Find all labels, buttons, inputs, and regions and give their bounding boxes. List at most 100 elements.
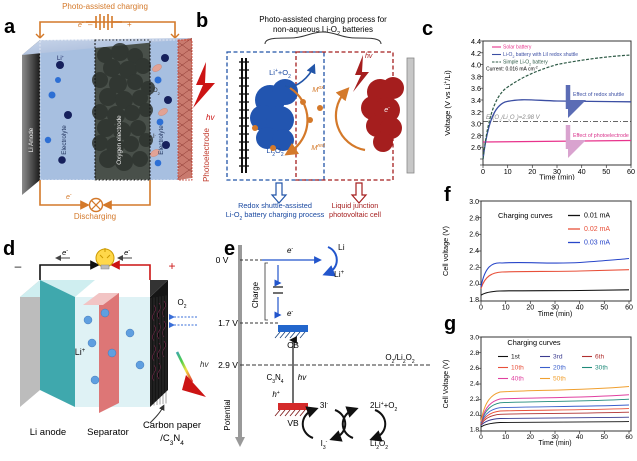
svg-text:photovoltaic cell: photovoltaic cell	[329, 210, 381, 219]
svg-text:C3N4: C3N4	[266, 373, 283, 385]
svg-text:Time (min): Time (min)	[538, 309, 573, 318]
svg-text:1.8: 1.8	[470, 427, 479, 434]
svg-text:Effect of redox shuttle: Effect of redox shuttle	[573, 92, 624, 98]
svg-text:Cell Voltage (V): Cell Voltage (V)	[443, 360, 450, 409]
svg-text:Redox shuttle-assisted: Redox shuttle-assisted	[238, 201, 312, 210]
svg-text:0 V: 0 V	[216, 255, 229, 265]
svg-text:Time (min): Time (min)	[538, 440, 571, 447]
svg-text:Charging curves: Charging curves	[498, 211, 553, 220]
svg-text:Li Anode: Li Anode	[28, 127, 35, 152]
svg-text:Effect of photoelectrode: Effect of photoelectrode	[573, 133, 629, 139]
svg-text:0.03 mA: 0.03 mA	[584, 240, 610, 247]
svg-text:Li anode: Li anode	[30, 427, 66, 438]
svg-text:0.02 mA: 0.02 mA	[584, 226, 610, 233]
svg-text:non-aqueous Li-O2 batteries: non-aqueous Li-O2 batteries	[273, 25, 373, 37]
svg-text:Li+: Li+	[334, 269, 345, 279]
svg-text:Li2O2: Li2O2	[370, 439, 388, 451]
svg-text:3.8: 3.8	[471, 72, 481, 81]
svg-text:2.2: 2.2	[469, 264, 479, 271]
svg-text:2.6: 2.6	[471, 143, 481, 152]
svg-text:Cell voltage (V): Cell voltage (V)	[441, 226, 450, 276]
svg-text:3.2: 3.2	[471, 108, 481, 117]
svg-text:2.0: 2.0	[469, 281, 479, 288]
svg-text:Time (min): Time (min)	[539, 173, 575, 181]
svg-text:2.9 V: 2.9 V	[218, 360, 238, 370]
svg-text:50: 50	[600, 305, 608, 312]
svg-text:2.0: 2.0	[470, 411, 479, 418]
svg-text:Mred: Mred	[311, 143, 325, 152]
svg-text:50th: 50th	[553, 376, 566, 383]
svg-text:Liquid junction: Liquid junction	[332, 201, 379, 210]
svg-text:e-: e-	[287, 246, 293, 255]
svg-text:e-: e-	[66, 192, 72, 201]
svg-text:60: 60	[627, 167, 635, 176]
svg-text:1st: 1st	[511, 354, 520, 361]
svg-text:60: 60	[625, 305, 633, 312]
svg-text:0.01 mA: 0.01 mA	[584, 213, 610, 220]
svg-text:60: 60	[625, 434, 633, 441]
svg-text:Electrolyte: Electrolyte	[61, 125, 68, 155]
svg-text:3rd: 3rd	[553, 354, 563, 361]
svg-text:3.6: 3.6	[471, 84, 481, 93]
svg-text:10: 10	[504, 167, 512, 176]
svg-text:4.4: 4.4	[471, 37, 481, 46]
svg-text:10: 10	[502, 305, 510, 312]
svg-text:0: 0	[479, 434, 483, 441]
svg-text:hv: hv	[206, 113, 215, 122]
svg-text:Oxygen electrode: Oxygen electrode	[116, 115, 123, 165]
svg-text:Voltage (V vs Li+/Li): Voltage (V vs Li+/Li)	[443, 70, 452, 136]
svg-text:VB: VB	[287, 418, 299, 428]
svg-text:2.8: 2.8	[470, 350, 479, 357]
svg-text:Solar battery: Solar battery	[503, 45, 532, 51]
svg-text:+: +	[127, 20, 132, 29]
svg-text:–: –	[15, 259, 22, 273]
svg-text:e-: e-	[124, 248, 130, 257]
svg-text:40: 40	[578, 167, 586, 176]
svg-text:3I-: 3I-	[320, 401, 329, 410]
svg-text:e-: e-	[287, 309, 293, 318]
svg-text:Current: 0.016 mA cm-2: Current: 0.016 mA cm-2	[486, 66, 538, 73]
svg-text:2.8: 2.8	[469, 215, 479, 222]
svg-text:3.0: 3.0	[470, 335, 479, 342]
svg-text:4.2: 4.2	[471, 49, 481, 58]
svg-text:O2: O2	[177, 298, 186, 310]
svg-text:Mox: Mox	[312, 85, 324, 94]
svg-text:Photoelectrode: Photoelectrode	[202, 128, 211, 182]
svg-text:Charge: Charge	[251, 281, 260, 308]
svg-text:1.8: 1.8	[469, 297, 479, 304]
svg-text:e-: e-	[78, 20, 84, 29]
svg-text:2Li++O2: 2Li++O2	[370, 401, 398, 413]
svg-text:20: 20	[527, 434, 535, 441]
svg-text:10: 10	[502, 434, 510, 441]
svg-text:Photo-assisted charging proces: Photo-assisted charging process for	[259, 15, 387, 24]
svg-text:+: +	[168, 259, 175, 273]
svg-text:20th: 20th	[553, 365, 566, 372]
svg-text:2.4: 2.4	[469, 248, 479, 255]
svg-text:Charging curves: Charging curves	[507, 338, 560, 347]
svg-text:Electrolyte: Electrolyte	[158, 125, 165, 155]
svg-text:50: 50	[602, 167, 610, 176]
svg-text:I3-: I3-	[321, 439, 328, 451]
svg-text:2.8: 2.8	[471, 131, 481, 140]
svg-text:/C3N4: /C3N4	[160, 433, 184, 447]
svg-text:40: 40	[576, 434, 584, 441]
svg-text:3.4: 3.4	[471, 96, 481, 105]
svg-text:2.6: 2.6	[469, 232, 479, 239]
svg-text:50: 50	[601, 434, 609, 441]
svg-text:Separator: Separator	[87, 427, 129, 438]
svg-text:4.0: 4.0	[471, 61, 481, 70]
svg-text:Li-O2 battery with LiI redox s: Li-O2 battery with LiI redox shuttle	[503, 52, 578, 59]
svg-text:40: 40	[576, 305, 584, 312]
svg-text:–: –	[88, 20, 93, 29]
svg-text:O2/Li2O2: O2/Li2O2	[385, 353, 414, 365]
svg-text:10th: 10th	[511, 365, 524, 372]
svg-text:2.4: 2.4	[470, 381, 479, 388]
svg-text:Li-O2 battery charging process: Li-O2 battery charging process	[226, 210, 325, 222]
svg-text:2.6: 2.6	[470, 365, 479, 372]
svg-text:Carbon paper: Carbon paper	[143, 420, 201, 431]
svg-text:3.0: 3.0	[469, 199, 479, 206]
svg-text:0: 0	[479, 305, 483, 312]
svg-text:40th: 40th	[511, 376, 524, 383]
svg-text:0: 0	[481, 167, 485, 176]
svg-text:6th: 6th	[595, 354, 604, 361]
